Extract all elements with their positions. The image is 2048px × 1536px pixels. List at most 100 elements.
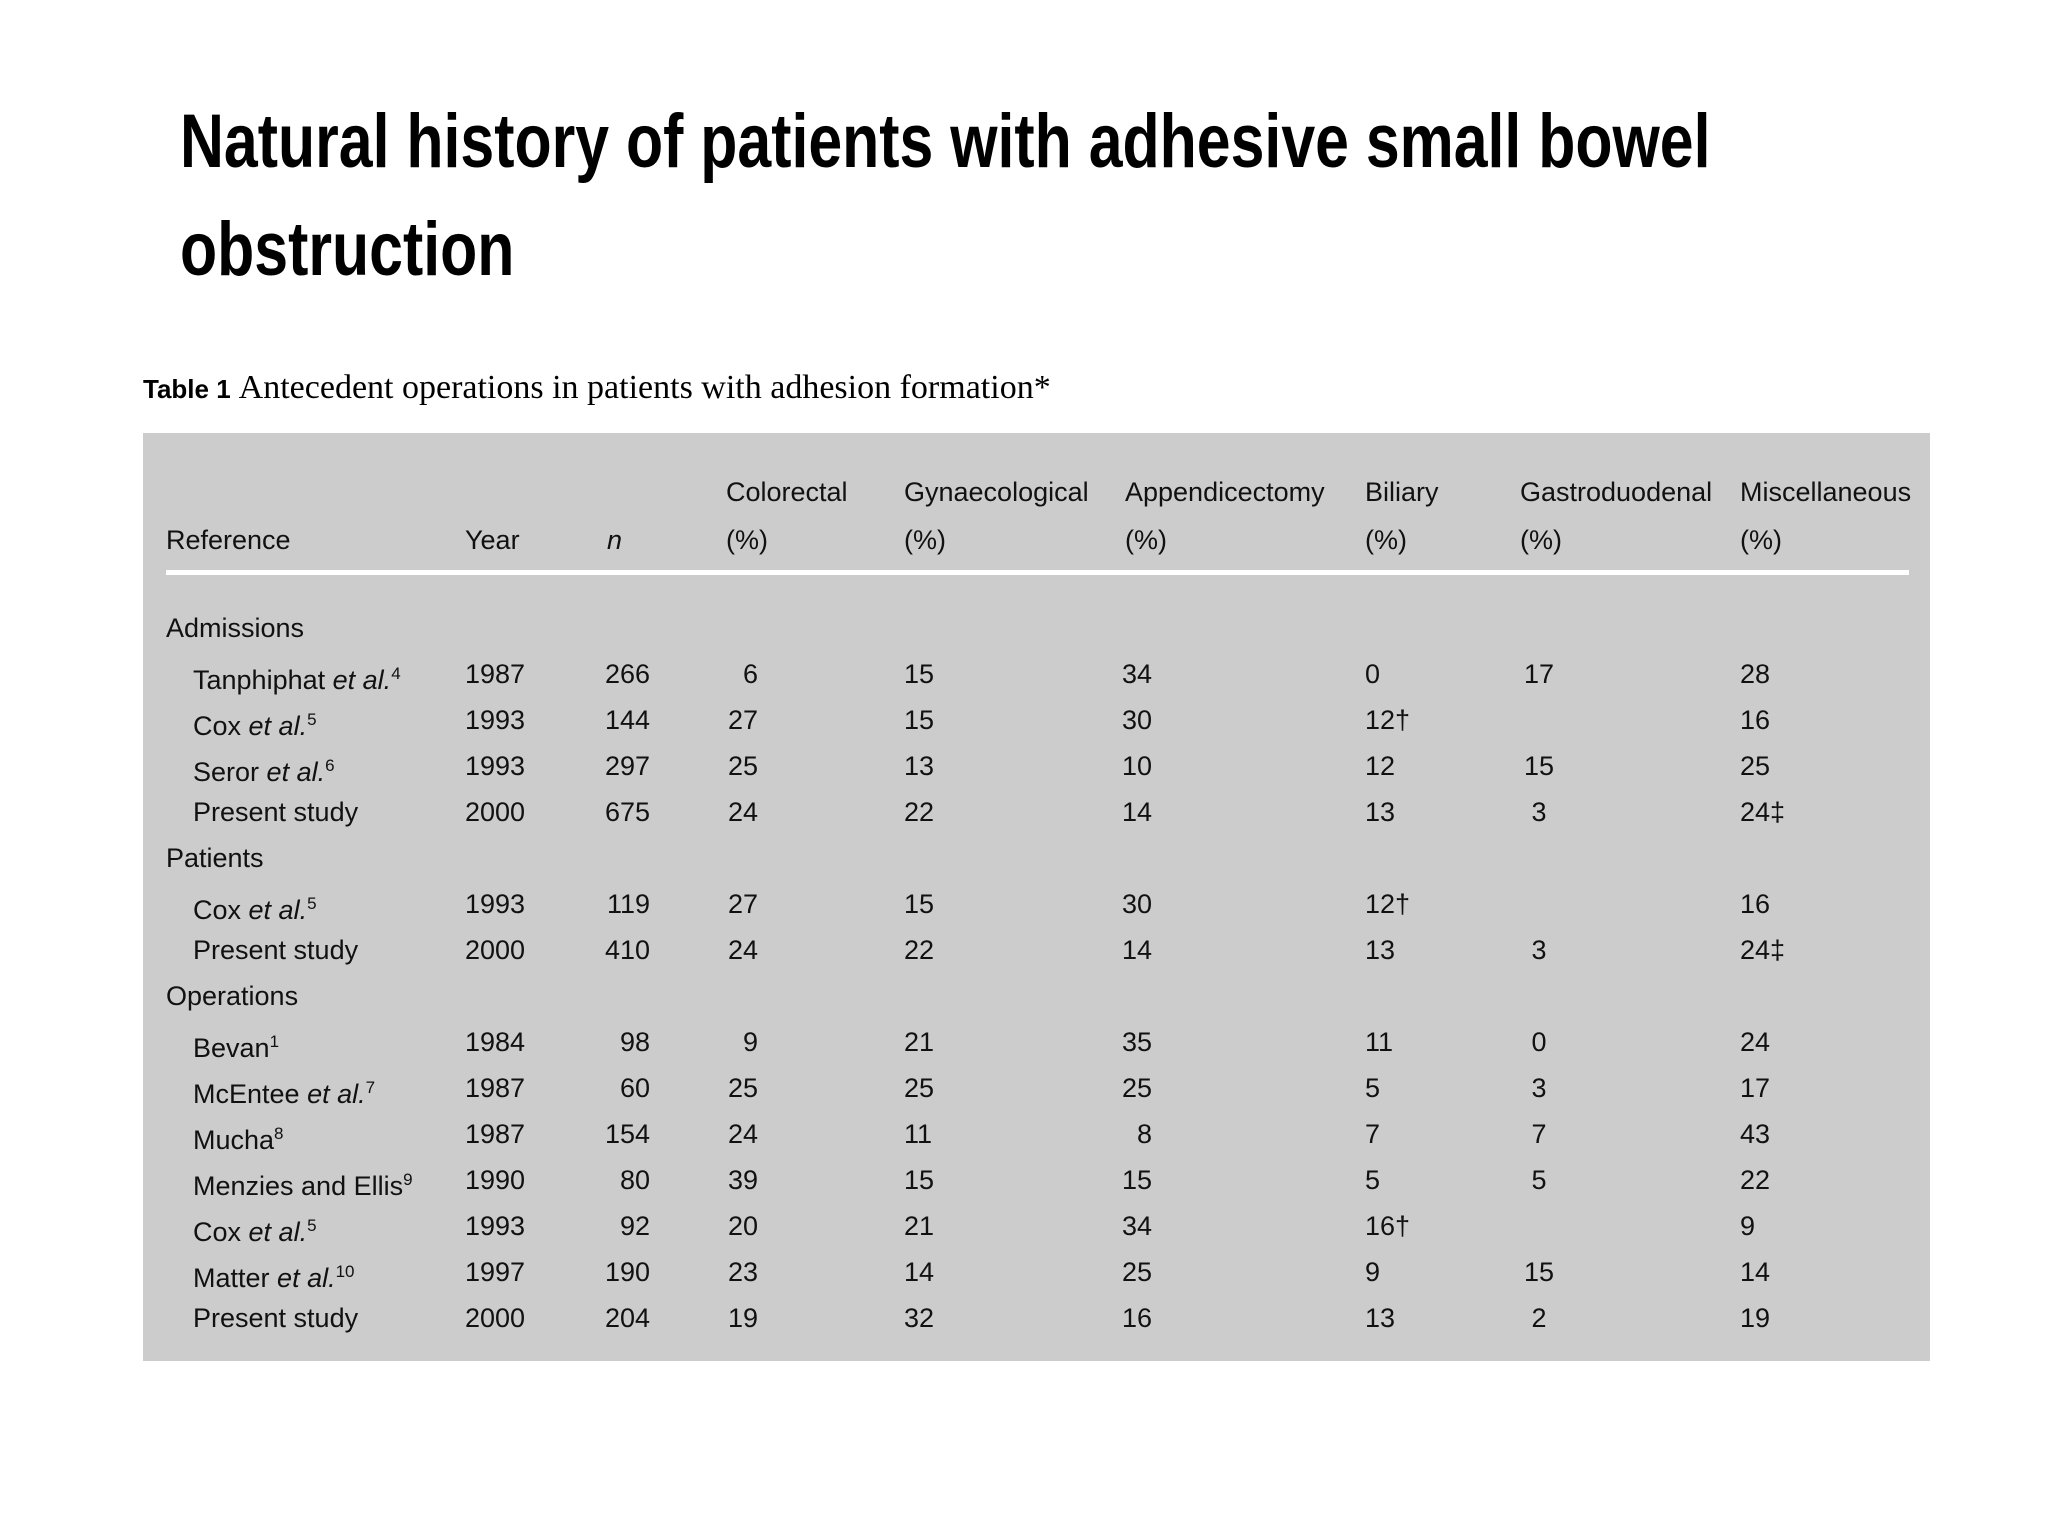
reference-name: Mucha xyxy=(193,1125,275,1155)
cell-value: 14 xyxy=(1740,1257,1771,1287)
caption-text: Antecedent operations in patients with a… xyxy=(238,369,1051,406)
reference: Mucha8 xyxy=(193,1118,284,1156)
reference-name: Present study xyxy=(193,935,359,965)
cell-value: 11 xyxy=(904,1119,933,1149)
column-unit: (%) xyxy=(1365,525,1407,555)
cell-value: 15 xyxy=(904,659,935,689)
cell-value: 0 xyxy=(1531,1027,1547,1057)
reference-etal: et al. xyxy=(248,1217,308,1247)
column-unit: (%) xyxy=(1125,525,1167,555)
reference: Menzies and Ellis9 xyxy=(193,1164,413,1202)
cell-value: 16† xyxy=(1365,1211,1411,1241)
column-header: n xyxy=(607,525,623,555)
cell-value: 1993 xyxy=(465,1211,526,1241)
reference-name: Present study xyxy=(193,1303,359,1333)
reference-name: Tanphiphat xyxy=(193,665,326,695)
cell-value: 24‡ xyxy=(1740,797,1786,827)
reference-etal: et al. xyxy=(277,1263,336,1293)
reference-etal: et al. xyxy=(248,711,308,741)
cell-value: 1990 xyxy=(465,1165,526,1195)
cell-value: 27 xyxy=(727,889,758,919)
cell-value: 14 xyxy=(904,1257,935,1287)
reference: Cox et al.5 xyxy=(193,704,317,742)
section-label: Operations xyxy=(166,981,299,1011)
cell-value: 22 xyxy=(1740,1165,1771,1195)
reference-citation: 4 xyxy=(391,664,401,683)
reference-name: Matter xyxy=(193,1263,270,1293)
cell-value: 144 xyxy=(604,705,650,735)
cell-value: 1987 xyxy=(465,1119,526,1149)
cell-value: 2000 xyxy=(465,935,526,965)
cell-value: 21 xyxy=(904,1211,935,1241)
cell-value: 1993 xyxy=(465,705,526,735)
cell-value: 15 xyxy=(1523,1257,1555,1287)
column-header: Gastroduodenal xyxy=(1520,477,1713,507)
cell-value: 32 xyxy=(904,1303,935,1333)
reference-citation: 5 xyxy=(307,710,317,729)
cell-value: 23 xyxy=(727,1257,758,1287)
reference-name: Cox xyxy=(193,895,242,925)
cell-value: 6 xyxy=(742,659,758,689)
cell-value: 2 xyxy=(1531,1303,1547,1333)
reference: McEntee et al.7 xyxy=(193,1072,375,1110)
reference-citation: 5 xyxy=(307,1216,317,1235)
reference: Bevan1 xyxy=(193,1026,279,1064)
reference-name: Cox xyxy=(193,711,242,741)
cell-value: 24‡ xyxy=(1740,935,1786,965)
cell-value: 3 xyxy=(1531,935,1547,965)
cell-value: 154 xyxy=(604,1119,650,1149)
reference-name: Present study xyxy=(193,797,359,827)
cell-value: 17 xyxy=(1740,1073,1771,1103)
reference: Present study xyxy=(193,1302,358,1334)
header-rule xyxy=(166,570,1909,575)
cell-value: 2000 xyxy=(465,797,526,827)
cell-value: 5 xyxy=(1365,1165,1381,1195)
cell-value: 30 xyxy=(1121,889,1152,919)
column-header: Reference xyxy=(166,525,291,555)
cell-value: 34 xyxy=(1121,1211,1152,1241)
cell-value: 92 xyxy=(619,1211,650,1241)
cell-value: 16 xyxy=(1121,1303,1152,1333)
cell-value: 22 xyxy=(904,935,935,965)
cell-value: 2000 xyxy=(465,1303,526,1333)
cell-value: 24 xyxy=(727,1119,758,1149)
cell-value: 12 xyxy=(1365,751,1396,781)
cell-value: 19 xyxy=(727,1303,758,1333)
cell-value: 39 xyxy=(727,1165,758,1195)
cell-value: 21 xyxy=(904,1027,935,1057)
reference-etal: et al. xyxy=(332,665,392,695)
reference-name: McEntee xyxy=(193,1079,300,1109)
cell-value: 25 xyxy=(1121,1073,1152,1103)
column-unit: (%) xyxy=(726,525,768,555)
cell-value: 25 xyxy=(904,1073,935,1103)
cell-value: 20 xyxy=(727,1211,758,1241)
cell-value: 16 xyxy=(1740,889,1771,919)
reference-citation: 5 xyxy=(307,894,317,913)
column-header: Miscellaneous xyxy=(1740,477,1912,507)
column-header: Colorectal xyxy=(726,477,848,507)
reference-name: Seror xyxy=(193,757,260,787)
cell-value: 15 xyxy=(1121,1165,1152,1195)
reference-name: Bevan xyxy=(193,1033,270,1063)
reference-citation: 1 xyxy=(269,1032,280,1051)
cell-value: 80 xyxy=(619,1165,650,1195)
cell-value: 16 xyxy=(1740,705,1771,735)
cell-value: 24 xyxy=(1740,1027,1771,1057)
cell-value: 9 xyxy=(1740,1211,1756,1241)
cell-value: 25 xyxy=(727,751,758,781)
cell-value: 15 xyxy=(904,1165,935,1195)
table-background xyxy=(143,433,1930,1361)
reference: Seror et al.6 xyxy=(193,750,335,788)
cell-value: 1997 xyxy=(465,1257,526,1287)
cell-value: 17 xyxy=(1523,659,1555,689)
reference: Present study xyxy=(193,934,358,966)
reference-etal: et al. xyxy=(248,895,308,925)
cell-value: 0 xyxy=(1365,659,1381,689)
column-header: Gynaecological xyxy=(904,477,1089,507)
cell-value: 190 xyxy=(604,1257,650,1287)
cell-value: 1987 xyxy=(465,659,526,689)
cell-value: 5 xyxy=(1365,1073,1381,1103)
cell-value: 35 xyxy=(1121,1027,1152,1057)
cell-value: 15 xyxy=(904,889,935,919)
reference-etal: et al. xyxy=(307,1079,366,1109)
